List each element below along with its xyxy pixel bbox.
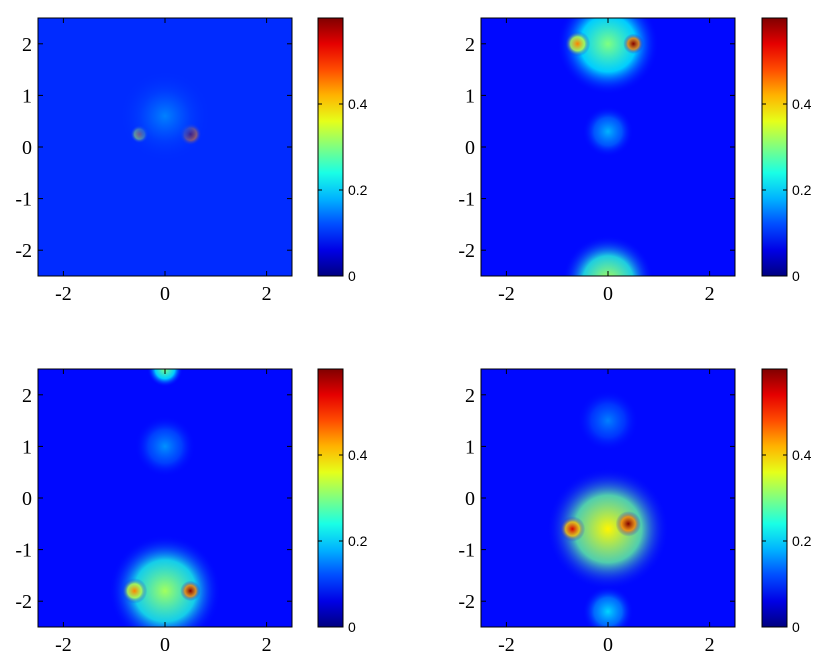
y-tick-label: -2 <box>458 591 475 613</box>
x-tick-label: 0 <box>603 283 613 305</box>
y-tick-label: -2 <box>15 591 32 613</box>
heatmap-blob <box>559 516 586 542</box>
colorbar-tick-label: 0 <box>348 619 356 635</box>
y-tick-label: 1 <box>465 85 475 107</box>
y-tick-label: 2 <box>22 34 32 56</box>
x-tick-label: -2 <box>55 283 72 305</box>
y-tick-label: 0 <box>22 137 32 159</box>
heatmap-blob <box>121 578 148 604</box>
heatmap-blob <box>577 390 639 452</box>
heatmap-blob <box>109 535 221 627</box>
heatmap-panel-1: -2 0 2 2 1 0 -1 -2 0 0.2 0.4 <box>15 17 368 305</box>
heatmap-blob <box>180 580 201 602</box>
colorbar-tick-label: 0.4 <box>348 96 368 112</box>
y-tick-label: 2 <box>465 34 475 56</box>
heatmap-blob <box>562 235 654 276</box>
heatmap-blob <box>147 369 183 387</box>
y-tick-label: 1 <box>22 436 32 458</box>
x-tick-label: 2 <box>262 634 272 656</box>
x-tick-label: -2 <box>498 283 515 305</box>
heatmap-blob <box>615 511 642 537</box>
heatmap-panel-2: -2 0 2 2 1 0 -1 -2 0 0.2 0.4 <box>458 17 812 305</box>
y-tick-label: 2 <box>22 385 32 407</box>
heatmap-blob <box>564 31 591 57</box>
heatmap-blob <box>582 106 634 157</box>
y-tick-label: -1 <box>15 189 32 211</box>
y-tick-label: 1 <box>465 436 475 458</box>
colorbar-tick-label: 0.2 <box>792 533 812 549</box>
y-tick-label: -2 <box>458 240 475 262</box>
x-tick-label: 2 <box>705 283 715 305</box>
colorbar <box>761 17 788 277</box>
colorbar-tick-label: 0 <box>348 268 356 284</box>
x-tick-label: 0 <box>603 634 613 656</box>
y-tick-label: 0 <box>465 488 475 510</box>
heatmap-blob <box>119 70 211 162</box>
colorbar-tick-label: 0.2 <box>348 182 368 198</box>
y-tick-label: -1 <box>15 540 32 562</box>
heatmap-blob <box>623 33 644 54</box>
y-tick-label: -2 <box>15 240 32 262</box>
y-tick-label: 1 <box>22 85 32 107</box>
colorbar-tick-label: 0.4 <box>348 447 368 463</box>
heatmap-blob <box>582 586 634 627</box>
colorbar-tick-label: 0 <box>792 268 800 284</box>
colorbar-tick-label: 0.2 <box>348 533 368 549</box>
x-tick-label: 2 <box>262 283 272 305</box>
y-tick-label: -1 <box>458 540 475 562</box>
x-tick-label: -2 <box>498 634 515 656</box>
x-tick-label: -2 <box>55 634 72 656</box>
heatmap-blob <box>134 415 196 477</box>
y-tick-label: 2 <box>465 385 475 407</box>
colorbar-tick-label: 0.4 <box>792 447 812 463</box>
colorbar <box>317 368 344 628</box>
y-tick-label: -1 <box>458 189 475 211</box>
x-tick-label: 0 <box>160 283 170 305</box>
colorbar <box>317 17 344 277</box>
colorbar-tick-label: 0 <box>792 619 800 635</box>
heatmap-panel-4: -2 0 2 2 1 0 -1 -2 0 0.2 0.4 <box>458 368 812 656</box>
heatmap-panel-3: -2 0 2 2 1 0 -1 -2 0 0.2 0.4 <box>15 368 368 656</box>
x-tick-label: 2 <box>705 634 715 656</box>
y-tick-label: 0 <box>465 137 475 159</box>
heatmap-blob <box>547 468 669 590</box>
colorbar <box>761 368 788 628</box>
y-tick-label: 0 <box>22 488 32 510</box>
colorbar-tick-label: 0.2 <box>792 182 812 198</box>
colorbar-tick-label: 0.4 <box>792 96 812 112</box>
x-tick-label: 0 <box>160 634 170 656</box>
